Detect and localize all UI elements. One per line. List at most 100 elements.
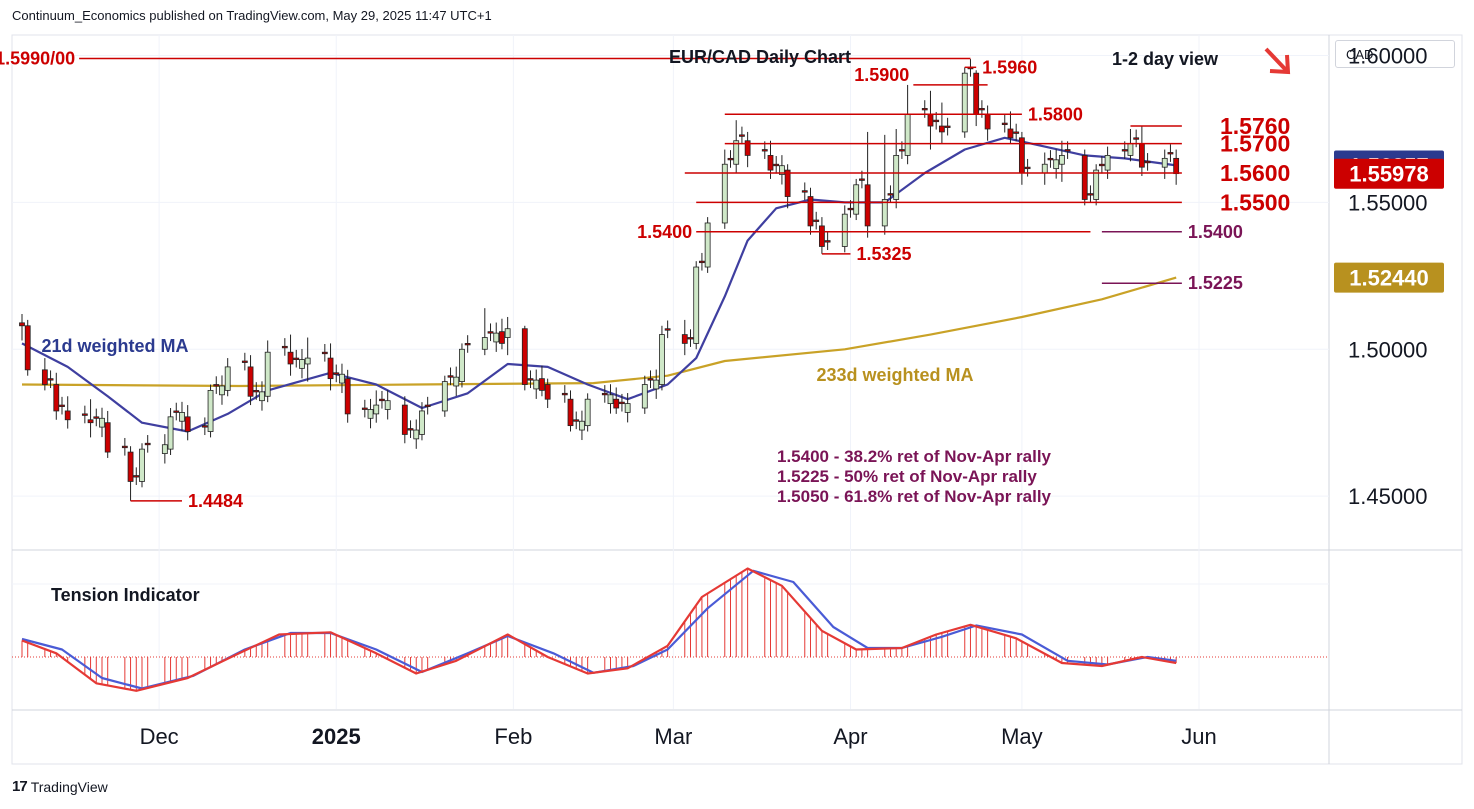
tension-panel xyxy=(12,567,1329,692)
level-label: 1.5800 xyxy=(1028,104,1083,124)
candle-down xyxy=(287,351,294,365)
candle-down xyxy=(87,419,94,424)
candle-down xyxy=(241,360,248,363)
candle-down xyxy=(978,108,985,111)
y-tick-label: 1.50000 xyxy=(1348,337,1428,362)
candle-down xyxy=(1047,157,1054,161)
retracement-note: 1.5400 - 38.2% ret of Nov-Apr rally xyxy=(777,447,1052,466)
candle-down xyxy=(664,328,671,331)
candle-up xyxy=(1053,159,1060,170)
candle-down xyxy=(761,149,768,152)
footer-brand: TradingView xyxy=(30,778,108,795)
outer-frame xyxy=(11,34,1463,765)
candle-down xyxy=(1173,157,1180,175)
candle-up xyxy=(493,332,500,343)
level-label: 1.5760 xyxy=(1220,113,1290,139)
candle-up xyxy=(99,417,105,428)
candle-down xyxy=(744,140,751,156)
candle-down xyxy=(807,196,814,227)
tension-title: Tension Indicator xyxy=(51,585,200,605)
candle-down xyxy=(1133,137,1140,140)
candle-down xyxy=(1007,128,1014,139)
x-tick-label: Dec xyxy=(140,724,179,749)
candle-up xyxy=(584,398,591,427)
candle-up xyxy=(413,429,420,440)
candle-down xyxy=(127,451,134,482)
candle-down xyxy=(327,357,334,380)
candle-up xyxy=(641,384,648,409)
candle-down xyxy=(121,445,128,449)
candle-up xyxy=(893,155,900,200)
candle-up xyxy=(607,394,614,405)
candle-down xyxy=(813,219,820,222)
candle-down xyxy=(247,366,254,397)
x-tick-label: Apr xyxy=(833,724,867,749)
candle-down xyxy=(1024,166,1031,170)
price-tag xyxy=(1334,262,1444,293)
candle-up xyxy=(207,389,214,432)
candle-down xyxy=(544,384,551,400)
chart-title: EUR/CAD Daily Chart xyxy=(669,47,851,67)
price-tag xyxy=(1334,158,1444,189)
candle-down xyxy=(19,322,25,327)
candle-up xyxy=(579,420,585,431)
candle-up xyxy=(1058,155,1065,165)
candle-down xyxy=(1013,131,1020,134)
candle-up xyxy=(881,199,888,227)
ma21-label: 21d weighted MA xyxy=(41,336,188,356)
candle-up xyxy=(139,448,145,482)
down-arrow-icon xyxy=(1264,47,1291,75)
level-label: 1.5500 xyxy=(1220,189,1290,215)
level-label: 1.5325 xyxy=(856,244,911,264)
y-tick-label: 1.55000 xyxy=(1348,190,1428,215)
candle-up xyxy=(659,334,665,385)
level-label: 1.5900 xyxy=(854,65,909,85)
price-tag-label: 1.52440 xyxy=(1349,266,1429,291)
candle-up xyxy=(1104,155,1111,171)
level-label: 1.5700 xyxy=(1220,131,1290,157)
candle-down xyxy=(81,413,88,416)
candle-down xyxy=(59,404,65,407)
candle-down xyxy=(739,134,745,137)
level-label: 1.5990/00 xyxy=(0,48,75,68)
candle-down xyxy=(887,193,894,196)
candle-down xyxy=(527,378,534,381)
candle-down xyxy=(173,410,180,413)
level-label: 1.5400 xyxy=(1188,222,1243,242)
candle-up xyxy=(1161,157,1168,168)
candle-down xyxy=(938,125,945,133)
candle-up xyxy=(779,165,785,175)
level-label: 1.5600 xyxy=(1220,160,1290,186)
grid xyxy=(11,34,1463,765)
candle-up xyxy=(1127,143,1134,156)
y-tick-label: 1.60000 xyxy=(1348,44,1428,69)
x-tick-label: May xyxy=(1001,724,1043,749)
candle-down xyxy=(407,428,414,431)
candle-down xyxy=(824,240,831,243)
candle-down xyxy=(647,378,654,381)
candle-up xyxy=(904,113,911,156)
tension-red-line xyxy=(21,567,1177,692)
candle-up xyxy=(367,409,374,419)
candle-down xyxy=(1081,155,1088,200)
candle-down xyxy=(944,125,951,128)
candle-up xyxy=(1041,163,1048,174)
candle-up xyxy=(224,366,231,391)
candle-up xyxy=(339,373,345,384)
candle-down xyxy=(499,331,505,344)
candle-down xyxy=(361,407,368,410)
axes: 1.45000 1.50000 1.55000 1.60000 Dec 2025 Feb Ma… xyxy=(140,44,1444,749)
candle-down xyxy=(1064,149,1071,152)
candle-down xyxy=(1167,152,1174,155)
candle-down xyxy=(561,392,568,396)
candle-up xyxy=(167,416,174,450)
y-tick-label: 1.45000 xyxy=(1348,484,1428,509)
candle-down xyxy=(201,425,208,428)
candle-down xyxy=(293,357,300,360)
currency-selector[interactable]: CAD xyxy=(1335,40,1455,68)
candle-down xyxy=(321,351,328,355)
candle-down xyxy=(613,398,620,409)
candle-down xyxy=(184,416,191,432)
candle-up xyxy=(733,140,740,165)
retracement-note: 1.5050 - 61.8% ret of Nov-Apr rally xyxy=(777,487,1052,506)
